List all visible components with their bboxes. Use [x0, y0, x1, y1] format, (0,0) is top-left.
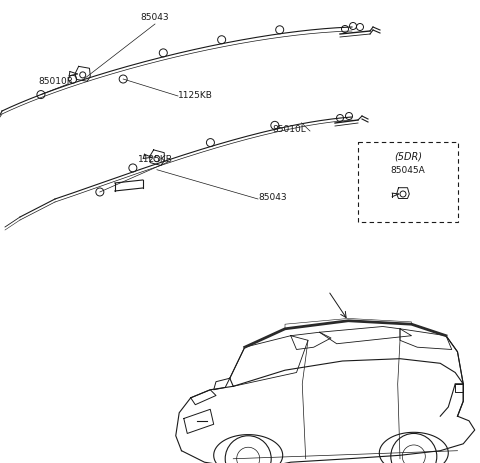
Text: 85045A: 85045A: [391, 166, 425, 175]
Text: 85010R: 85010R: [38, 77, 73, 86]
Text: 1125KB: 1125KB: [138, 155, 173, 164]
Text: 85010L: 85010L: [272, 125, 306, 134]
Text: 85043: 85043: [258, 193, 287, 202]
Bar: [358, 143, 458, 223]
Text: (5DR): (5DR): [394, 152, 422, 162]
Text: 1125KB: 1125KB: [178, 90, 213, 99]
Text: 85043: 85043: [141, 13, 169, 22]
